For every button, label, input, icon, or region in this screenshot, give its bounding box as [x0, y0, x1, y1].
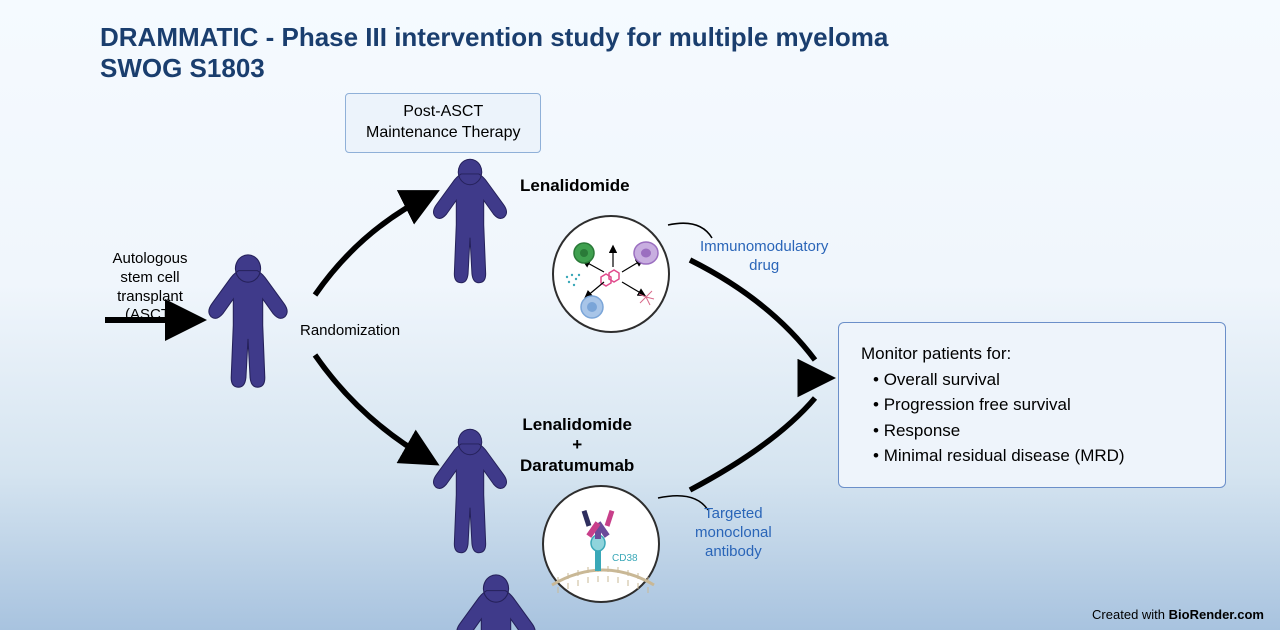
outcomes-box: Monitor patients for: Overall survival P…: [838, 322, 1226, 488]
circle-immunomodulatory: [552, 215, 670, 333]
attribution-brand: BioRender.com: [1169, 607, 1264, 622]
attribution: Created with BioRender.com: [1092, 607, 1264, 622]
cd38-label: CD38: [612, 553, 638, 564]
patient-figure-main: [457, 575, 535, 630]
circle-monoclonal: CD38: [542, 485, 660, 603]
outcome-item: Overall survival: [873, 367, 1197, 393]
callout-line-1: [668, 223, 712, 238]
arrow-converge-bottom: [690, 398, 815, 490]
arm2-subtitle: Targeted monoclonal antibody: [695, 505, 772, 561]
arm1-subtitle: Immunomodulatory drug: [700, 238, 828, 276]
arrow-to-arm1: [315, 195, 430, 295]
arm1-label: Lenalidomide: [520, 175, 630, 196]
attribution-prefix: Created with: [1092, 607, 1169, 622]
diagram-title: DRAMMATIC - Phase III intervention study…: [100, 22, 888, 84]
title-line-1: DRAMMATIC - Phase III intervention study…: [100, 22, 888, 52]
outcome-item: Response: [873, 418, 1197, 444]
therapy-box: Post-ASCT Maintenance Therapy: [345, 93, 541, 153]
arm2-label: Lenalidomide + Daratumumab: [520, 415, 634, 476]
outcomes-heading: Monitor patients for:: [861, 341, 1197, 367]
asct-label: Autologous stem cell transplant (ASCT): [95, 250, 205, 325]
title-line-2: SWOG S1803: [100, 53, 265, 83]
arrow-to-arm2: [315, 355, 430, 460]
outcome-item: Progression free survival: [873, 392, 1197, 418]
outcome-item: Minimal residual disease (MRD): [873, 443, 1197, 469]
randomization-label: Randomization: [300, 322, 400, 341]
outcomes-list: Overall survival Progression free surviv…: [861, 367, 1197, 469]
